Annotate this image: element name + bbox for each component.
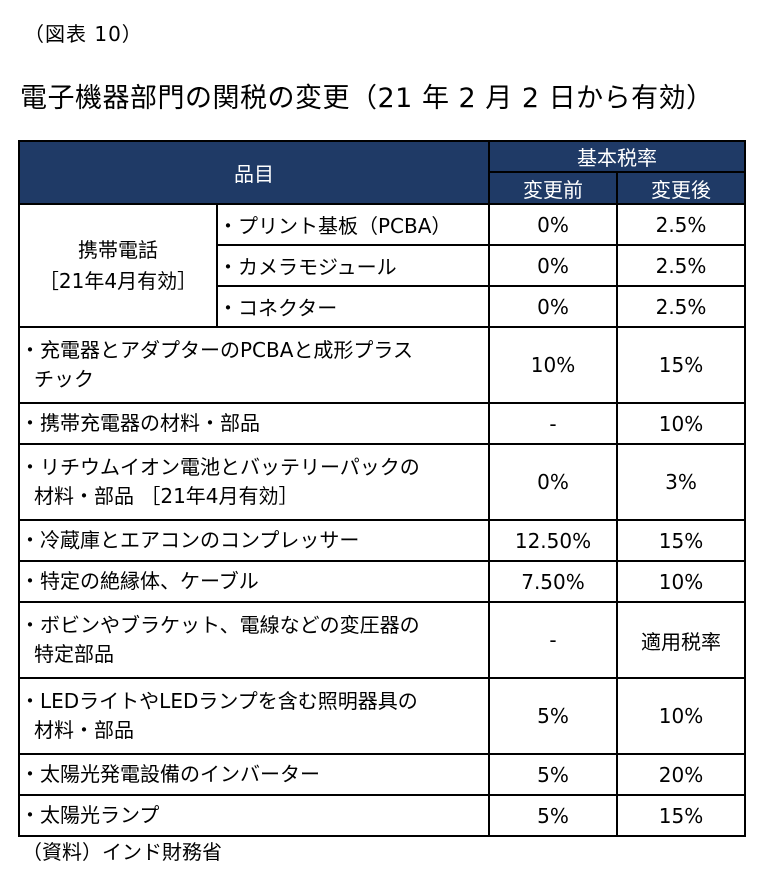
before-cell: - — [488, 402, 618, 445]
table-row: ・カメラモジュール 0% 2.5% — [19, 244, 746, 287]
table-row: ・太陽光ランプ 5% 15% — [18, 794, 746, 837]
item-line2: 材料・部品 ［21年4月有効］ — [34, 484, 299, 508]
item-line2: 材料・部品 — [34, 718, 134, 742]
before-cell: 5% — [488, 753, 618, 796]
before-cell: - — [488, 601, 618, 679]
after-cell: 10% — [616, 677, 746, 755]
item-cell: ・リチウムイオン電池とバッテリーパックの 材料・部品 ［21年4月有効］ — [18, 443, 490, 521]
item-line1: ・太陽光発電設備のインバーター — [20, 762, 320, 786]
table-row: ・携帯充電器の材料・部品 - 10% — [18, 402, 746, 445]
table-row: ・特定の絶縁体、ケーブル 7.50% 10% — [18, 560, 746, 603]
item-line1: ・携帯充電器の材料・部品 — [20, 411, 260, 435]
table-row: ・コネクター 0% 2.5% — [19, 285, 746, 328]
sub-item-cell: ・コネクター — [216, 285, 490, 328]
sub-item-cell: ・カメラモジュール — [216, 244, 490, 287]
after-cell: 15% — [616, 794, 746, 837]
item-cell: ・太陽光発電設備のインバーター — [18, 753, 490, 796]
mobile-group-line2: ［21年4月有効］ — [38, 268, 198, 293]
after-cell: 2.5% — [616, 203, 746, 246]
before-cell: 12.50% — [488, 519, 618, 562]
item-cell: ・冷蔵庫とエアコンのコンプレッサー — [18, 519, 490, 562]
after-cell: 3% — [616, 443, 746, 521]
before-cell: 0% — [488, 203, 618, 246]
item-line1: ・太陽光ランプ — [20, 803, 160, 827]
item-line1: ・リチウムイオン電池とバッテリーパックの — [20, 455, 420, 479]
mobile-group-line1: 携帯電話 — [78, 237, 158, 262]
table-row: ・LEDライトやLEDランプを含む照明器具の 材料・部品 5% 10% — [18, 677, 746, 755]
item-cell: ・特定の絶縁体、ケーブル — [18, 560, 490, 603]
after-cell: 2.5% — [616, 285, 746, 328]
item-cell: ・充電器とアダプターのPCBAと成形プラス チック — [18, 326, 490, 404]
after-cell: 15% — [616, 326, 746, 404]
table-row: ・ボビンやブラケット、電線などの変圧器の 特定部品 - 適用税率 — [18, 601, 746, 679]
table-row: ・太陽光発電設備のインバーター 5% 20% — [18, 753, 746, 796]
item-line2: チック — [34, 367, 94, 391]
sub-item-cell: ・プリント基板（PCBA） — [216, 203, 490, 246]
table-row: 携帯電話 ［21年4月有効］ ・プリント基板（PCBA） 0% 2.5% — [18, 203, 746, 328]
table-row: ・充電器とアダプターのPCBAと成形プラス チック 10% 15% — [18, 326, 746, 404]
item-cell: ・ボビンやブラケット、電線などの変圧器の 特定部品 — [18, 601, 490, 679]
after-cell: 2.5% — [616, 244, 746, 287]
item-cell: ・携帯充電器の材料・部品 — [18, 402, 490, 445]
source-note: （資料）インド財務省 — [22, 840, 222, 864]
header-rate-group: 基本税率 — [488, 140, 746, 173]
figure-label: （図表 10） — [24, 22, 143, 46]
after-cell: 10% — [616, 560, 746, 603]
figure-title: 電子機器部門の関税の変更（21 年 2 月 2 日から有効） — [20, 83, 714, 114]
after-cell: 適用税率 — [616, 601, 746, 679]
mobile-group-label: 携帯電話 ［21年4月有効］ — [18, 203, 218, 328]
header-after: 変更後 — [616, 171, 746, 205]
item-line1: ・特定の絶縁体、ケーブル — [20, 569, 259, 593]
header-item: 品目 — [18, 140, 490, 205]
before-cell: 0% — [488, 285, 618, 328]
before-cell: 7.50% — [488, 560, 618, 603]
before-cell: 0% — [488, 244, 618, 287]
header-before: 変更前 — [488, 171, 618, 205]
item-cell: ・LEDライトやLEDランプを含む照明器具の 材料・部品 — [18, 677, 490, 755]
before-cell: 5% — [488, 794, 618, 837]
after-cell: 20% — [616, 753, 746, 796]
before-cell: 5% — [488, 677, 618, 755]
item-line1: ・冷蔵庫とエアコンのコンプレッサー — [20, 528, 360, 552]
table-row: ・リチウムイオン電池とバッテリーパックの 材料・部品 ［21年4月有効］ 0% … — [18, 443, 746, 521]
item-line1: ・充電器とアダプターのPCBAと成形プラス — [20, 338, 414, 362]
after-cell: 15% — [616, 519, 746, 562]
item-cell: ・太陽光ランプ — [18, 794, 490, 837]
item-line1: ・LEDライトやLEDランプを含む照明器具の — [20, 689, 418, 713]
table-row: ・冷蔵庫とエアコンのコンプレッサー 12.50% 15% — [18, 519, 746, 562]
item-line1: ・ボビンやブラケット、電線などの変圧器の — [20, 613, 420, 637]
tariff-table: 品目 基本税率 変更前 変更後 携帯電話 ［21年4月有効］ ・プリント基板（P… — [18, 140, 746, 837]
after-cell: 10% — [616, 402, 746, 445]
before-cell: 0% — [488, 443, 618, 521]
item-line2: 特定部品 — [34, 642, 114, 666]
before-cell: 10% — [488, 326, 618, 404]
